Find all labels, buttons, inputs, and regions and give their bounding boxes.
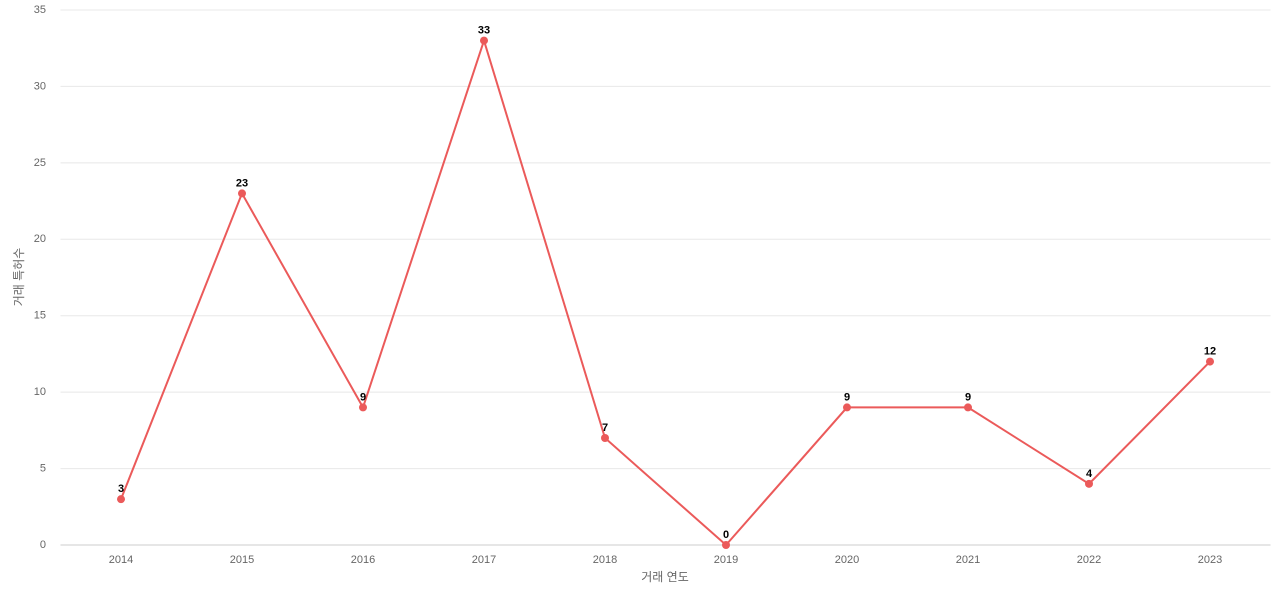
- x-axis-label: 거래 연도: [641, 570, 689, 584]
- x-tick-label: 2016: [351, 554, 375, 566]
- x-tick-label: 2021: [956, 554, 980, 566]
- value-label: 33: [478, 24, 490, 36]
- value-label: 9: [360, 391, 366, 403]
- point: [601, 434, 609, 442]
- x-tick-label: 2017: [472, 554, 496, 566]
- x-tick-label: 2023: [1198, 554, 1222, 566]
- point: [359, 403, 367, 412]
- point: [843, 403, 851, 412]
- y-axis-label: 거래 특허수: [12, 248, 26, 307]
- value-label: 9: [844, 391, 850, 403]
- y-tick-label: 20: [34, 233, 46, 245]
- point: [1085, 479, 1093, 488]
- value-label: 0: [723, 529, 729, 541]
- value-label: 4: [1086, 468, 1093, 480]
- x-tick-label: 2022: [1077, 554, 1101, 566]
- point: [722, 541, 730, 549]
- y-tick-label: 10: [34, 386, 46, 398]
- value-label: 23: [236, 177, 248, 189]
- point: [480, 36, 488, 45]
- value-label: 7: [602, 422, 608, 434]
- x-tick-label: 2018: [593, 554, 617, 566]
- value-label: 3: [118, 483, 124, 495]
- y-tick-label: 25: [34, 157, 46, 169]
- y-tick-label: 15: [34, 310, 46, 322]
- point: [117, 495, 125, 504]
- line: [120, 37, 1211, 547]
- x-tick-label: 2014: [109, 554, 133, 566]
- x-tick-label: 2015: [230, 554, 254, 566]
- x-tick-label: 2020: [835, 554, 859, 566]
- point: [1206, 357, 1214, 366]
- x-tick-label: 2019: [714, 554, 738, 566]
- y-tick-label: 30: [34, 80, 46, 92]
- value-label: 12: [1204, 345, 1216, 357]
- value-label: 9: [965, 391, 971, 403]
- point: [238, 189, 246, 198]
- y-tick-label: 35: [34, 4, 46, 16]
- y-tick-label: 0: [40, 539, 46, 551]
- point: [964, 403, 972, 412]
- y-tick-label: 5: [40, 462, 46, 474]
